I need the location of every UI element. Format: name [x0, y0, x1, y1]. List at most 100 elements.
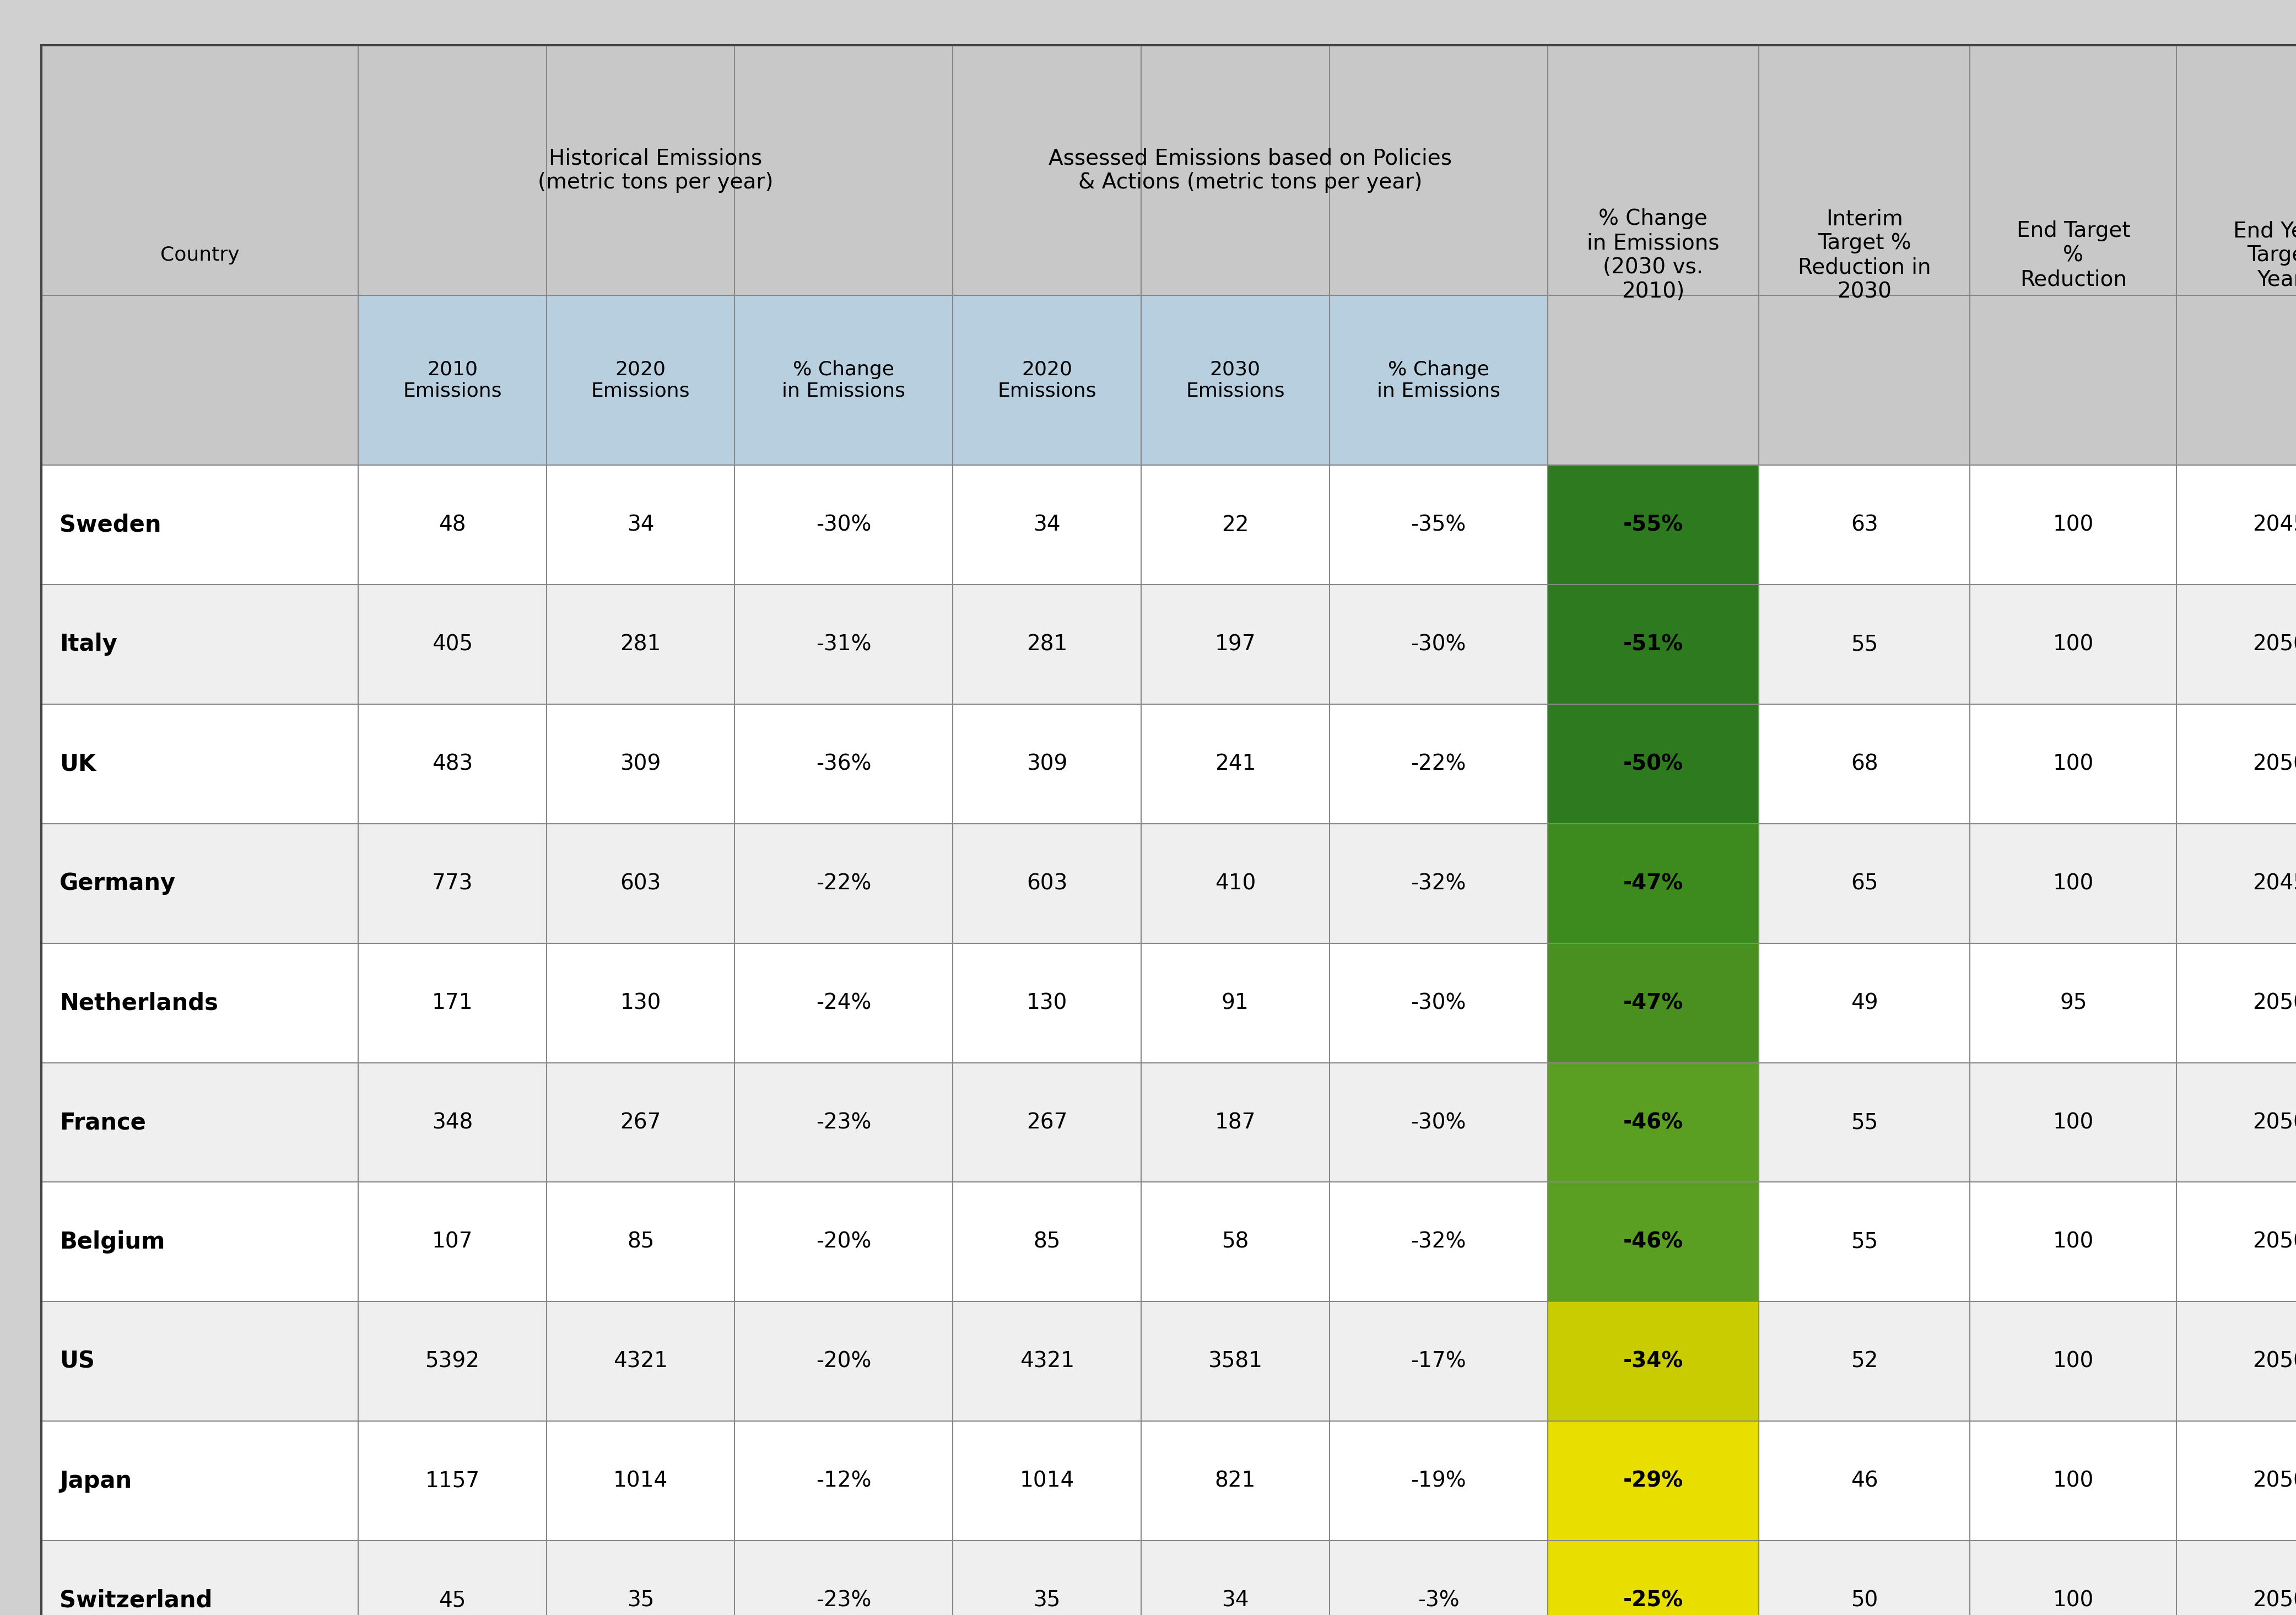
Text: 2010
Emissions: 2010 Emissions: [402, 360, 503, 401]
Bar: [41, 1302, 2296, 1421]
Text: 35: 35: [627, 1591, 654, 1610]
Text: -32%: -32%: [1410, 874, 1467, 893]
Text: -20%: -20%: [815, 1352, 872, 1371]
Bar: [41, 1063, 2296, 1182]
Bar: [41, 45, 2296, 296]
Text: -23%: -23%: [815, 1113, 872, 1132]
Text: 4321: 4321: [1019, 1352, 1075, 1371]
Text: France: France: [60, 1111, 147, 1134]
Text: 100: 100: [2053, 1113, 2094, 1132]
Text: 171: 171: [432, 993, 473, 1013]
Text: Sweden: Sweden: [60, 514, 161, 536]
Text: 309: 309: [1026, 754, 1068, 774]
Text: 2030
Emissions: 2030 Emissions: [1185, 360, 1286, 401]
Text: 197: 197: [1215, 635, 1256, 654]
Text: 68: 68: [1851, 754, 1878, 774]
Bar: [358, 296, 546, 465]
Text: 55: 55: [1851, 1113, 1878, 1132]
Text: -34%: -34%: [1623, 1352, 1683, 1371]
Text: 100: 100: [2053, 1352, 2094, 1371]
Text: Germany: Germany: [60, 872, 177, 895]
Bar: [41, 1421, 2296, 1541]
Text: 130: 130: [1026, 993, 1068, 1013]
Text: 483: 483: [432, 754, 473, 774]
Text: -55%: -55%: [1623, 515, 1683, 535]
Text: Switzerland: Switzerland: [60, 1589, 214, 1612]
Text: 85: 85: [1033, 1232, 1061, 1252]
Text: 2020
Emissions: 2020 Emissions: [996, 360, 1097, 401]
Text: -30%: -30%: [815, 515, 872, 535]
Text: 46: 46: [1851, 1471, 1878, 1491]
Text: 309: 309: [620, 754, 661, 774]
Bar: [1548, 1302, 1759, 1421]
Text: % Change
in Emissions
(2030 vs.
2010): % Change in Emissions (2030 vs. 2010): [1587, 208, 1720, 302]
Text: -31%: -31%: [815, 635, 872, 654]
Bar: [953, 296, 1141, 465]
Bar: [1548, 1421, 1759, 1541]
Text: -22%: -22%: [815, 874, 872, 893]
Bar: [41, 1541, 2296, 1615]
Text: -36%: -36%: [815, 754, 872, 774]
Text: End Year
Target
Year: End Year Target Year: [2234, 221, 2296, 289]
Text: 100: 100: [2053, 1232, 2094, 1252]
Text: Assessed Emissions based on Policies
& Actions (metric tons per year): Assessed Emissions based on Policies & A…: [1049, 149, 1451, 192]
Bar: [1548, 704, 1759, 824]
Text: 241: 241: [1215, 754, 1256, 774]
Text: -17%: -17%: [1410, 1352, 1467, 1371]
Text: 100: 100: [2053, 515, 2094, 535]
Text: -30%: -30%: [1410, 635, 1467, 654]
Text: -30%: -30%: [1410, 1113, 1467, 1132]
Text: 2045: 2045: [2252, 515, 2296, 535]
Bar: [41, 824, 2296, 943]
Text: 34: 34: [627, 515, 654, 535]
Text: 603: 603: [1026, 874, 1068, 893]
Bar: [41, 1182, 2296, 1302]
Bar: [1548, 1182, 1759, 1302]
Text: 45: 45: [439, 1591, 466, 1610]
Text: 348: 348: [432, 1113, 473, 1132]
Text: Netherlands: Netherlands: [60, 992, 218, 1014]
Text: 22: 22: [1221, 515, 1249, 535]
Text: -51%: -51%: [1623, 635, 1683, 654]
Text: 130: 130: [620, 993, 661, 1013]
Text: 100: 100: [2053, 1591, 2094, 1610]
Text: 91: 91: [1221, 993, 1249, 1013]
Text: 821: 821: [1215, 1471, 1256, 1491]
Text: 49: 49: [1851, 993, 1878, 1013]
Text: 100: 100: [2053, 635, 2094, 654]
Text: -46%: -46%: [1623, 1232, 1683, 1252]
Text: 1014: 1014: [1019, 1471, 1075, 1491]
Text: 52: 52: [1851, 1352, 1878, 1371]
Bar: [1548, 585, 1759, 704]
Text: 2050: 2050: [2252, 993, 2296, 1013]
Text: 5392: 5392: [425, 1352, 480, 1371]
Text: 603: 603: [620, 874, 661, 893]
Text: 2050: 2050: [2252, 1232, 2296, 1252]
Text: 2050: 2050: [2252, 635, 2296, 654]
Text: -19%: -19%: [1410, 1471, 1467, 1491]
Text: 50: 50: [1851, 1591, 1878, 1610]
Text: 107: 107: [432, 1232, 473, 1252]
Text: 2050: 2050: [2252, 1113, 2296, 1132]
Text: 405: 405: [432, 635, 473, 654]
Bar: [41, 296, 2296, 465]
Text: -22%: -22%: [1410, 754, 1467, 774]
Text: 281: 281: [1026, 635, 1068, 654]
Text: 773: 773: [432, 874, 473, 893]
Text: Interim
Target %
Reduction in
2030: Interim Target % Reduction in 2030: [1798, 208, 1931, 302]
Text: -3%: -3%: [1417, 1591, 1460, 1610]
Text: -46%: -46%: [1623, 1113, 1683, 1132]
Bar: [1548, 1063, 1759, 1182]
Text: -24%: -24%: [815, 993, 872, 1013]
Text: 187: 187: [1215, 1113, 1256, 1132]
Text: -12%: -12%: [815, 1471, 872, 1491]
Text: 100: 100: [2053, 874, 2094, 893]
Text: 410: 410: [1215, 874, 1256, 893]
Text: 35: 35: [1033, 1591, 1061, 1610]
Text: 34: 34: [1033, 515, 1061, 535]
Text: -20%: -20%: [815, 1232, 872, 1252]
Text: 2045: 2045: [2252, 874, 2296, 893]
Text: 2050: 2050: [2252, 1591, 2296, 1610]
Bar: [41, 465, 2296, 585]
Text: % Change
in Emissions: % Change in Emissions: [1378, 360, 1499, 401]
